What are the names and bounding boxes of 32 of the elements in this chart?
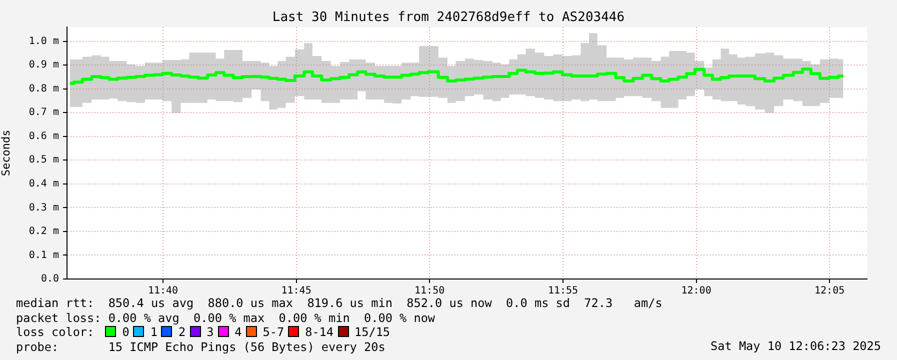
text: 3	[206, 325, 214, 340]
x-tick-label: 11:45	[281, 286, 312, 297]
y-tick-label: 0.6 m	[28, 130, 59, 142]
y-tick-label: 0.1 m	[28, 250, 59, 261]
text: 0	[122, 325, 130, 340]
y-tick-label: 0.3 m	[28, 202, 59, 214]
y-tick-label: 0.5 m	[28, 154, 59, 166]
text: 15/15	[354, 325, 390, 340]
text: 1	[150, 325, 158, 340]
y-tick-label: 0.0	[40, 274, 59, 285]
x-tick-label: 11:40	[148, 286, 178, 297]
x-tick-label: 11:55	[548, 286, 578, 297]
chart-title: Last 30 Minutes from 2402768d9eff to AS203446	[271, 10, 626, 25]
text: loss color:	[16, 325, 94, 340]
x-tick-label: 12:05	[814, 286, 845, 297]
y-tick-label: 1.0 m	[28, 36, 59, 47]
y-tick-label: 0.9 m	[28, 60, 59, 71]
text: packet loss: 0.00 % avg 0.00 % max 0.00 % min 0.00 % now	[16, 310, 436, 326]
text: 8-14	[305, 325, 334, 340]
text: 5-7	[262, 325, 284, 340]
y-tick-label: 0.4 m	[28, 178, 59, 190]
text: 4	[234, 325, 242, 340]
x-tick-label: 11:50	[414, 286, 445, 297]
y-tick-label: 0.2 m	[28, 226, 59, 238]
text: Sat May 10 12:06:23 2025	[710, 339, 881, 353]
text: probe: 15 ICMP Echo Pings (56 Bytes) every 20s	[16, 340, 386, 354]
text: 2	[178, 325, 186, 340]
x-tick-label: 12:00	[681, 286, 712, 297]
y-tick-label: 0.7 m	[28, 107, 59, 118]
text: median rtt: 850.4 us avg 880.0 us max 819.6 us min 852.0 us now 0.0 ms sd 72.3 am/s	[16, 296, 662, 311]
y-tick-label: 0.8 m	[28, 83, 59, 94]
y-axis-title: Seconds	[0, 130, 12, 176]
